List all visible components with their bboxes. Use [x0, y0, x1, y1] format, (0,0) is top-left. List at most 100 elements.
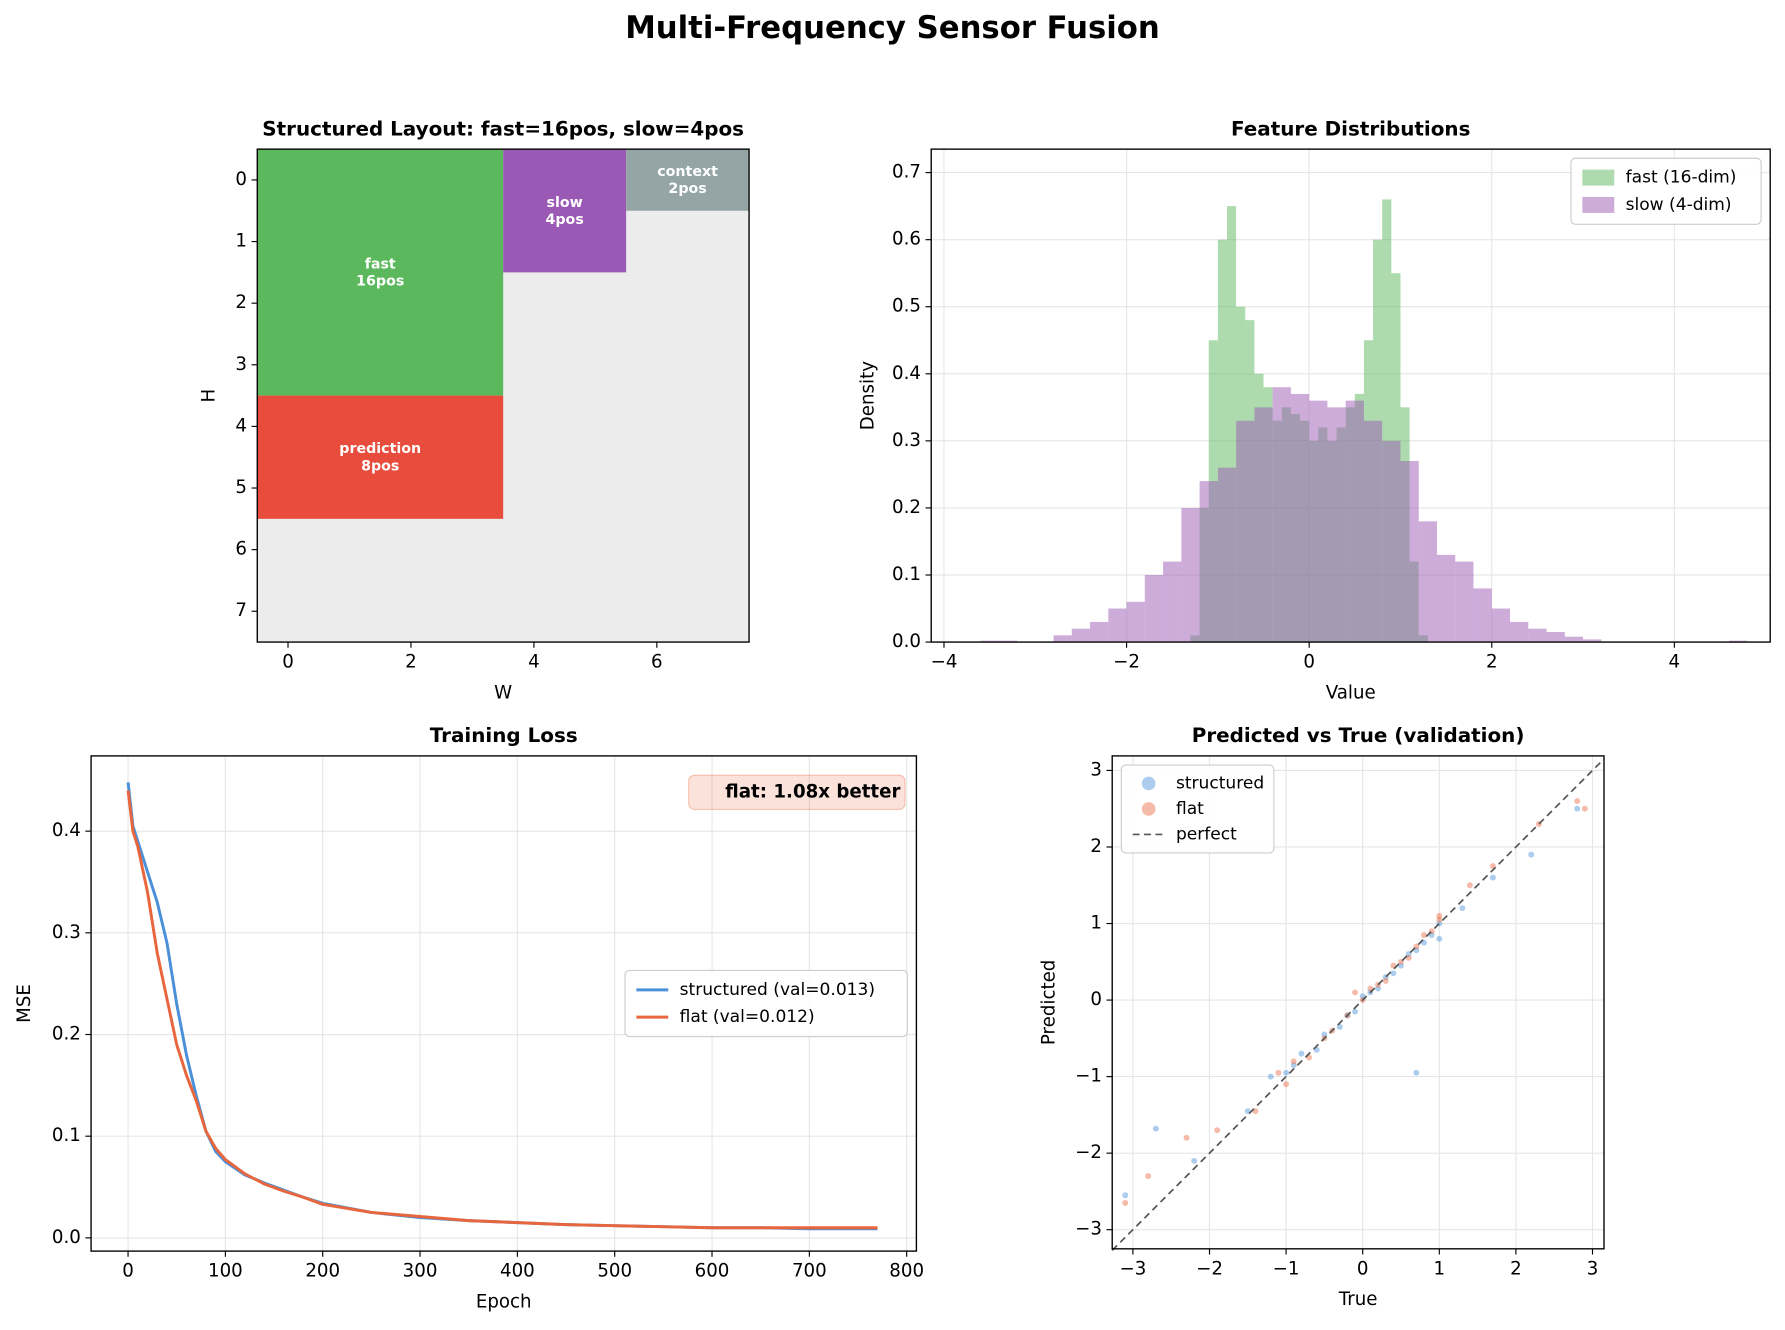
x-tick-label: 6 [651, 652, 663, 673]
x-tick-label: −2 [1196, 1258, 1223, 1279]
x-tick-label: −1 [1273, 1258, 1300, 1279]
x-tick-label: 100 [208, 1261, 243, 1282]
scatter-point [1574, 805, 1581, 812]
legend-swatch [1582, 169, 1615, 186]
legend-swatch [1141, 776, 1156, 791]
y-tick-label: 0.4 [52, 820, 81, 841]
scatter-point [1352, 989, 1358, 996]
region-sublabel: 4pos [545, 212, 583, 228]
histogram-bar [1491, 608, 1511, 643]
scatter-point [1459, 905, 1466, 912]
x-tick-label: 400 [500, 1261, 535, 1282]
histogram-bar [1363, 420, 1383, 643]
x-tick-label: 1 [1434, 1258, 1446, 1279]
legend-swatch [1582, 196, 1615, 213]
y-tick-label: 0.0 [892, 631, 921, 652]
x-axis-label: Epoch [476, 1291, 532, 1312]
histogram-bar [1254, 407, 1273, 643]
legend: structured (val=0.013) flat (val=0.012) [624, 969, 908, 1038]
histogram-bar [1272, 387, 1291, 643]
x-axis-label: W [494, 682, 512, 703]
legend-label: structured (val=0.013) [680, 980, 875, 1000]
histogram-bar [1510, 621, 1529, 643]
scatter-point [1581, 805, 1588, 812]
legend-label: flat [1176, 799, 1204, 819]
chart-title: Predicted vs True (validation) [1192, 724, 1525, 747]
x-tick-label: 2 [1486, 652, 1498, 673]
y-tick-label: 2 [1090, 836, 1102, 857]
y-tick-label: 0.5 [892, 296, 921, 317]
histogram-bar [1226, 206, 1237, 643]
legend-label: perfect [1176, 824, 1237, 844]
histogram-bar [1071, 628, 1091, 643]
y-axis-label: Density [858, 361, 879, 430]
scatter-point [1214, 1127, 1221, 1134]
y-tick-label: 3 [1090, 759, 1102, 780]
region-sublabel: 16pos [356, 273, 404, 289]
annotation: flat: 1.08x better [725, 781, 900, 802]
scatter-point [1283, 1081, 1290, 1088]
histogram-bar [1108, 608, 1127, 643]
region-label: slow [547, 195, 583, 211]
histogram-bar [1473, 588, 1492, 643]
histogram-bar [1126, 601, 1145, 643]
histogram-bar [1583, 639, 1602, 643]
y-tick-label: 0 [235, 169, 247, 190]
scatter-point [1191, 1157, 1198, 1164]
subplot: −4 −2 0 2 4 0.0 0.1 0.2 0.3 0.4 0.5 0.6 0.7 Feature D… [858, 117, 1771, 703]
histogram-bar [1217, 239, 1227, 643]
x-tick-label: 0 [122, 1261, 134, 1282]
x-tick-label: 600 [695, 1261, 730, 1282]
y-tick-label: 0.4 [892, 363, 921, 384]
legend-label: slow (4-dim) [1626, 195, 1732, 215]
scatter-point [1283, 1069, 1290, 1076]
scatter-point [1413, 1069, 1420, 1076]
scatter-point [1145, 1173, 1152, 1180]
legend-box [1120, 764, 1275, 854]
y-tick-label: 0 [1090, 989, 1102, 1010]
scatter-point [1405, 951, 1412, 958]
legend-swatch [1141, 802, 1156, 816]
region [503, 149, 627, 273]
histogram-bar [1546, 632, 1565, 643]
scatter-point [1352, 1008, 1358, 1015]
legend: structured flat perfect [1120, 764, 1275, 854]
x-tick-label: 0 [1357, 1258, 1369, 1279]
region-label: context [657, 164, 718, 180]
histogram-bar [1236, 420, 1255, 643]
y-tick-label: 6 [235, 539, 247, 560]
legend-box [624, 969, 908, 1038]
y-tick-label: 0.1 [892, 564, 921, 585]
region-sublabel: 2pos [668, 181, 706, 197]
x-tick-label: −2 [1113, 652, 1140, 673]
x-tick-label: 800 [889, 1261, 924, 1282]
y-tick-label: 0.7 [892, 162, 921, 183]
x-tick-label: 2 [1510, 1258, 1522, 1279]
x-tick-label: 4 [528, 652, 540, 673]
scatter-point [1436, 912, 1443, 919]
y-axis-label: Predicted [1039, 960, 1060, 1045]
y-tick-label: 0.0 [52, 1227, 81, 1248]
histogram-bar [1564, 636, 1584, 643]
annotation-box [688, 774, 906, 810]
histogram-bar [1309, 400, 1328, 643]
scatter-point [1267, 1073, 1274, 1080]
scatter-point [1466, 882, 1473, 889]
scatter-point [1574, 798, 1581, 805]
region [257, 395, 504, 519]
legend-label: fast (16-dim) [1626, 168, 1737, 188]
legend-label: structured [1176, 773, 1264, 793]
x-tick-label: 700 [792, 1261, 827, 1282]
scatter-point [1398, 962, 1404, 969]
y-tick-label: 0.3 [52, 922, 81, 943]
y-tick-label: 2 [235, 292, 247, 313]
scatter-point [1436, 935, 1443, 942]
scatter-point [1122, 1199, 1129, 1206]
histogram-bar [1382, 440, 1401, 643]
x-tick-label: 4 [1669, 652, 1681, 673]
reference-line [1111, 758, 1605, 1251]
y-tick-label: 3 [235, 354, 247, 375]
scatter-point [1375, 985, 1381, 992]
